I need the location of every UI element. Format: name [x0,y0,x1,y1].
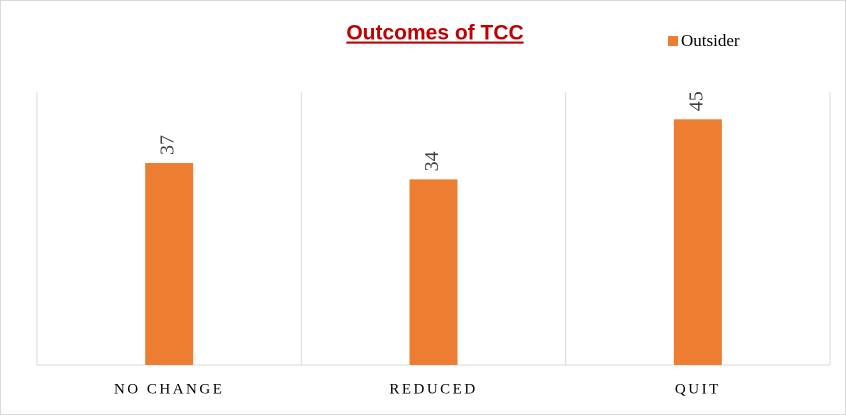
legend-swatch [668,36,678,46]
x-tick-label: QUIT [675,381,721,397]
data-label: 45 [685,91,707,111]
bar [409,179,458,365]
data-label: 37 [157,135,179,155]
bar [673,119,722,365]
x-tick-label: NO CHANGE [114,381,224,397]
legend-label: Outsider [681,31,740,50]
x-tick-label: REDUCED [389,381,477,397]
chart-title: Outcomes of TCC [346,22,523,45]
bar [145,162,194,365]
data-label: 34 [421,151,443,171]
